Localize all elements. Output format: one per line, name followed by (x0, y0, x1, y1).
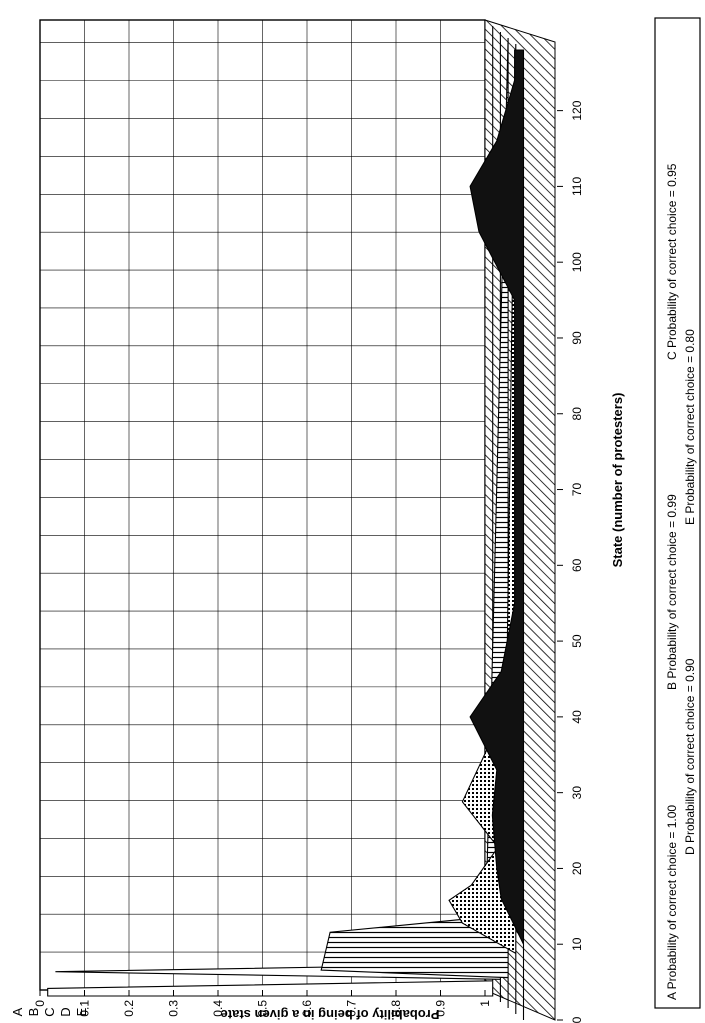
plot-walls (39, 19, 556, 1021)
series-label-d: D (58, 1007, 73, 1016)
series-label-b: B (26, 1008, 41, 1017)
x-tick-label: 0 (570, 1016, 584, 1023)
legend-entry-e: E Probability of correct choice = 0.80 (683, 329, 697, 525)
x-tick-label: 100 (570, 252, 584, 272)
series-label-a: A (10, 1007, 25, 1016)
x-tick-label: 90 (570, 331, 584, 345)
y-axis-ticks: 0 0.1 0.2 0.3 0.4 0.5 0.6 0.7 0.8 0.9 1 (33, 990, 492, 1017)
x-tick-label: 40 (570, 710, 584, 724)
y-tick-label: 1 (478, 1000, 492, 1007)
x-tick-label: 80 (570, 407, 584, 421)
legend-entry-a: A Probability of correct choice = 1.00 (665, 805, 679, 1000)
y-tick-label: 0.9 (434, 1000, 448, 1017)
legend-entry-c: C Probability of correct choice = 0.95 (665, 163, 679, 360)
y-tick-label: 0.8 (389, 1000, 403, 1017)
x-tick-label: 50 (570, 634, 584, 648)
y-tick-label: 0.7 (345, 1000, 359, 1017)
y-tick-label: 0.6 (300, 1000, 314, 1017)
y-tick-label: 0.1 (78, 1000, 92, 1017)
x-tick-label: 60 (570, 558, 584, 572)
series-e-ribbon (469, 49, 525, 1020)
y-tick-label: 0.5 (256, 1000, 270, 1017)
y-tick-label: 0.4 (211, 1000, 225, 1017)
legend-entry-d: D Probability of correct choice = 0.90 (683, 658, 697, 855)
series-label-e: E (74, 1007, 89, 1016)
x-tick-label: 20 (570, 861, 584, 875)
y-tick-label: 0.3 (167, 1000, 181, 1017)
series-label-c: C (42, 1007, 57, 1016)
x-tick-label: 70 (570, 483, 584, 497)
legend: A Probability of correct choice = 1.00 B… (654, 17, 701, 1009)
x-axis-label: State (number of protesters) (610, 393, 625, 568)
x-tick-label: 30 (570, 786, 584, 800)
y-tick-label: 0 (33, 1000, 47, 1007)
y-tick-label: 0.2 (122, 1000, 136, 1017)
x-axis-ticks: 0 10 20 30 40 50 60 70 80 90 100 110 120 (557, 100, 584, 1023)
x-tick-label: 10 (570, 937, 584, 951)
x-tick-label: 110 (570, 177, 584, 196)
x-tick-label: 120 (570, 100, 584, 120)
legend-entry-b: B Probability of correct choice = 0.99 (665, 494, 679, 690)
y-axis-label: Probability of being in a given state (221, 1007, 440, 1022)
